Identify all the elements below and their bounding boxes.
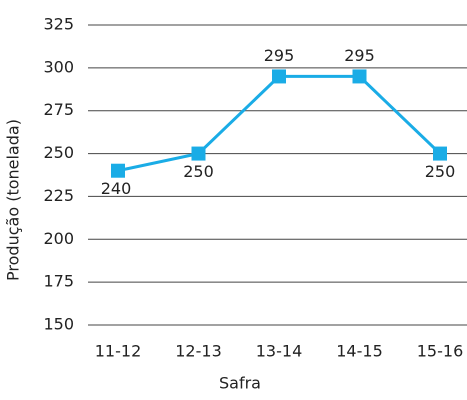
marker [352,69,367,84]
y-tick-label: 150 [43,315,74,334]
data-label: 250 [425,162,456,181]
marker [191,146,206,161]
x-tick-label: 14-15 [336,342,383,361]
x-axis-label: Safra [219,374,261,393]
data-label: 250 [183,162,214,181]
y-axis-label: Produção (tonelada) [4,119,23,281]
y-tick-label: 275 [43,100,74,119]
x-tick-label: 12-13 [175,342,222,361]
y-tick-label: 250 [43,143,74,162]
y-tick-label: 225 [43,186,74,205]
marker [272,69,286,84]
data-label: 240 [101,179,132,198]
y-tick-label: 200 [43,229,74,248]
marker [433,146,447,161]
x-tick-label: 15-16 [417,342,464,361]
y-tick-label: 325 [43,15,74,34]
line [117,74,442,173]
y-tick-label: 300 [43,57,74,76]
marker [111,163,125,178]
data-label: 295 [344,46,375,65]
data-label: 295 [264,46,295,65]
x-tick-label: 13-14 [256,342,303,361]
x-tick-label: 11-12 [95,342,142,361]
y-tick-label: 175 [43,272,74,291]
